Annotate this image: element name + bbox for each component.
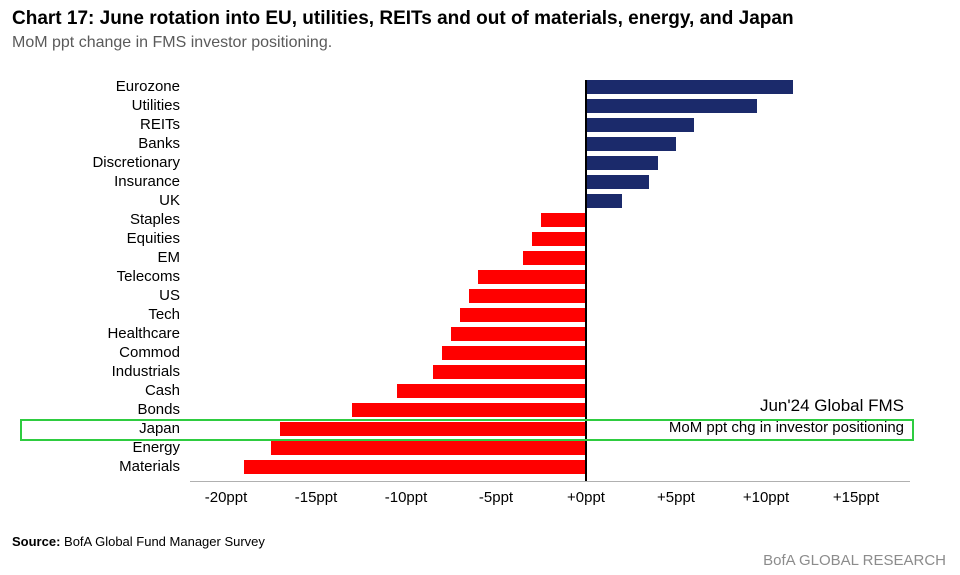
category-label: Staples xyxy=(0,211,180,228)
bar xyxy=(397,384,586,398)
category-label: Eurozone xyxy=(0,78,180,95)
plot-area: EurozoneUtilitiesREITsBanksDiscretionary… xyxy=(190,80,910,495)
legend-title: Jun'24 Global FMS xyxy=(760,396,904,416)
bar xyxy=(280,422,586,436)
legend-subtitle: MoM ppt chg in investor positioning xyxy=(669,419,904,436)
category-label: Telecoms xyxy=(0,268,180,285)
category-label: US xyxy=(0,287,180,304)
bar xyxy=(469,289,586,303)
category-label: Discretionary xyxy=(0,154,180,171)
x-tick-label: +0ppt xyxy=(567,489,605,506)
source-prefix: Source: xyxy=(12,534,60,549)
x-tick-label: -15ppt xyxy=(295,489,338,506)
category-label: Tech xyxy=(0,306,180,323)
bar xyxy=(523,251,586,265)
zero-axis xyxy=(585,80,587,481)
source-line: Source: BofA Global Fund Manager Survey xyxy=(12,534,265,549)
x-tick-label: +10ppt xyxy=(743,489,789,506)
bar xyxy=(433,365,586,379)
category-label: EM xyxy=(0,249,180,266)
bar xyxy=(442,346,586,360)
x-tick-label: -20ppt xyxy=(205,489,248,506)
bar xyxy=(586,80,793,94)
bar xyxy=(271,441,586,455)
bar xyxy=(586,194,622,208)
category-label: Japan xyxy=(0,420,180,437)
category-label: UK xyxy=(0,192,180,209)
bar xyxy=(451,327,586,341)
bar xyxy=(586,175,649,189)
bar xyxy=(460,308,586,322)
category-label: Banks xyxy=(0,135,180,152)
bar xyxy=(352,403,586,417)
x-tick-label: +15ppt xyxy=(833,489,879,506)
bar xyxy=(586,137,676,151)
chart-title: Chart 17: June rotation into EU, utiliti… xyxy=(12,8,794,30)
bar xyxy=(586,118,694,132)
chart-subtitle: MoM ppt change in FMS investor positioni… xyxy=(12,34,332,52)
bar xyxy=(478,270,586,284)
category-label: Materials xyxy=(0,458,180,475)
bar xyxy=(532,232,586,246)
category-label: Equities xyxy=(0,230,180,247)
x-tick-label: -10ppt xyxy=(385,489,428,506)
bar xyxy=(244,460,586,474)
category-label: Insurance xyxy=(0,173,180,190)
footer-brand: BofA GLOBAL RESEARCH xyxy=(763,552,946,569)
chart-container: Chart 17: June rotation into EU, utiliti… xyxy=(0,0,960,575)
category-label: REITs xyxy=(0,116,180,133)
category-label: Healthcare xyxy=(0,325,180,342)
x-tick-label: -5ppt xyxy=(479,489,513,506)
x-axis xyxy=(190,481,910,482)
category-label: Energy xyxy=(0,439,180,456)
category-label: Bonds xyxy=(0,401,180,418)
x-tick-label: +5ppt xyxy=(657,489,695,506)
category-label: Commod xyxy=(0,344,180,361)
bar xyxy=(586,156,658,170)
category-label: Utilities xyxy=(0,97,180,114)
source-text: BofA Global Fund Manager Survey xyxy=(60,534,265,549)
category-label: Industrials xyxy=(0,363,180,380)
bar xyxy=(586,99,757,113)
category-label: Cash xyxy=(0,382,180,399)
bar xyxy=(541,213,586,227)
